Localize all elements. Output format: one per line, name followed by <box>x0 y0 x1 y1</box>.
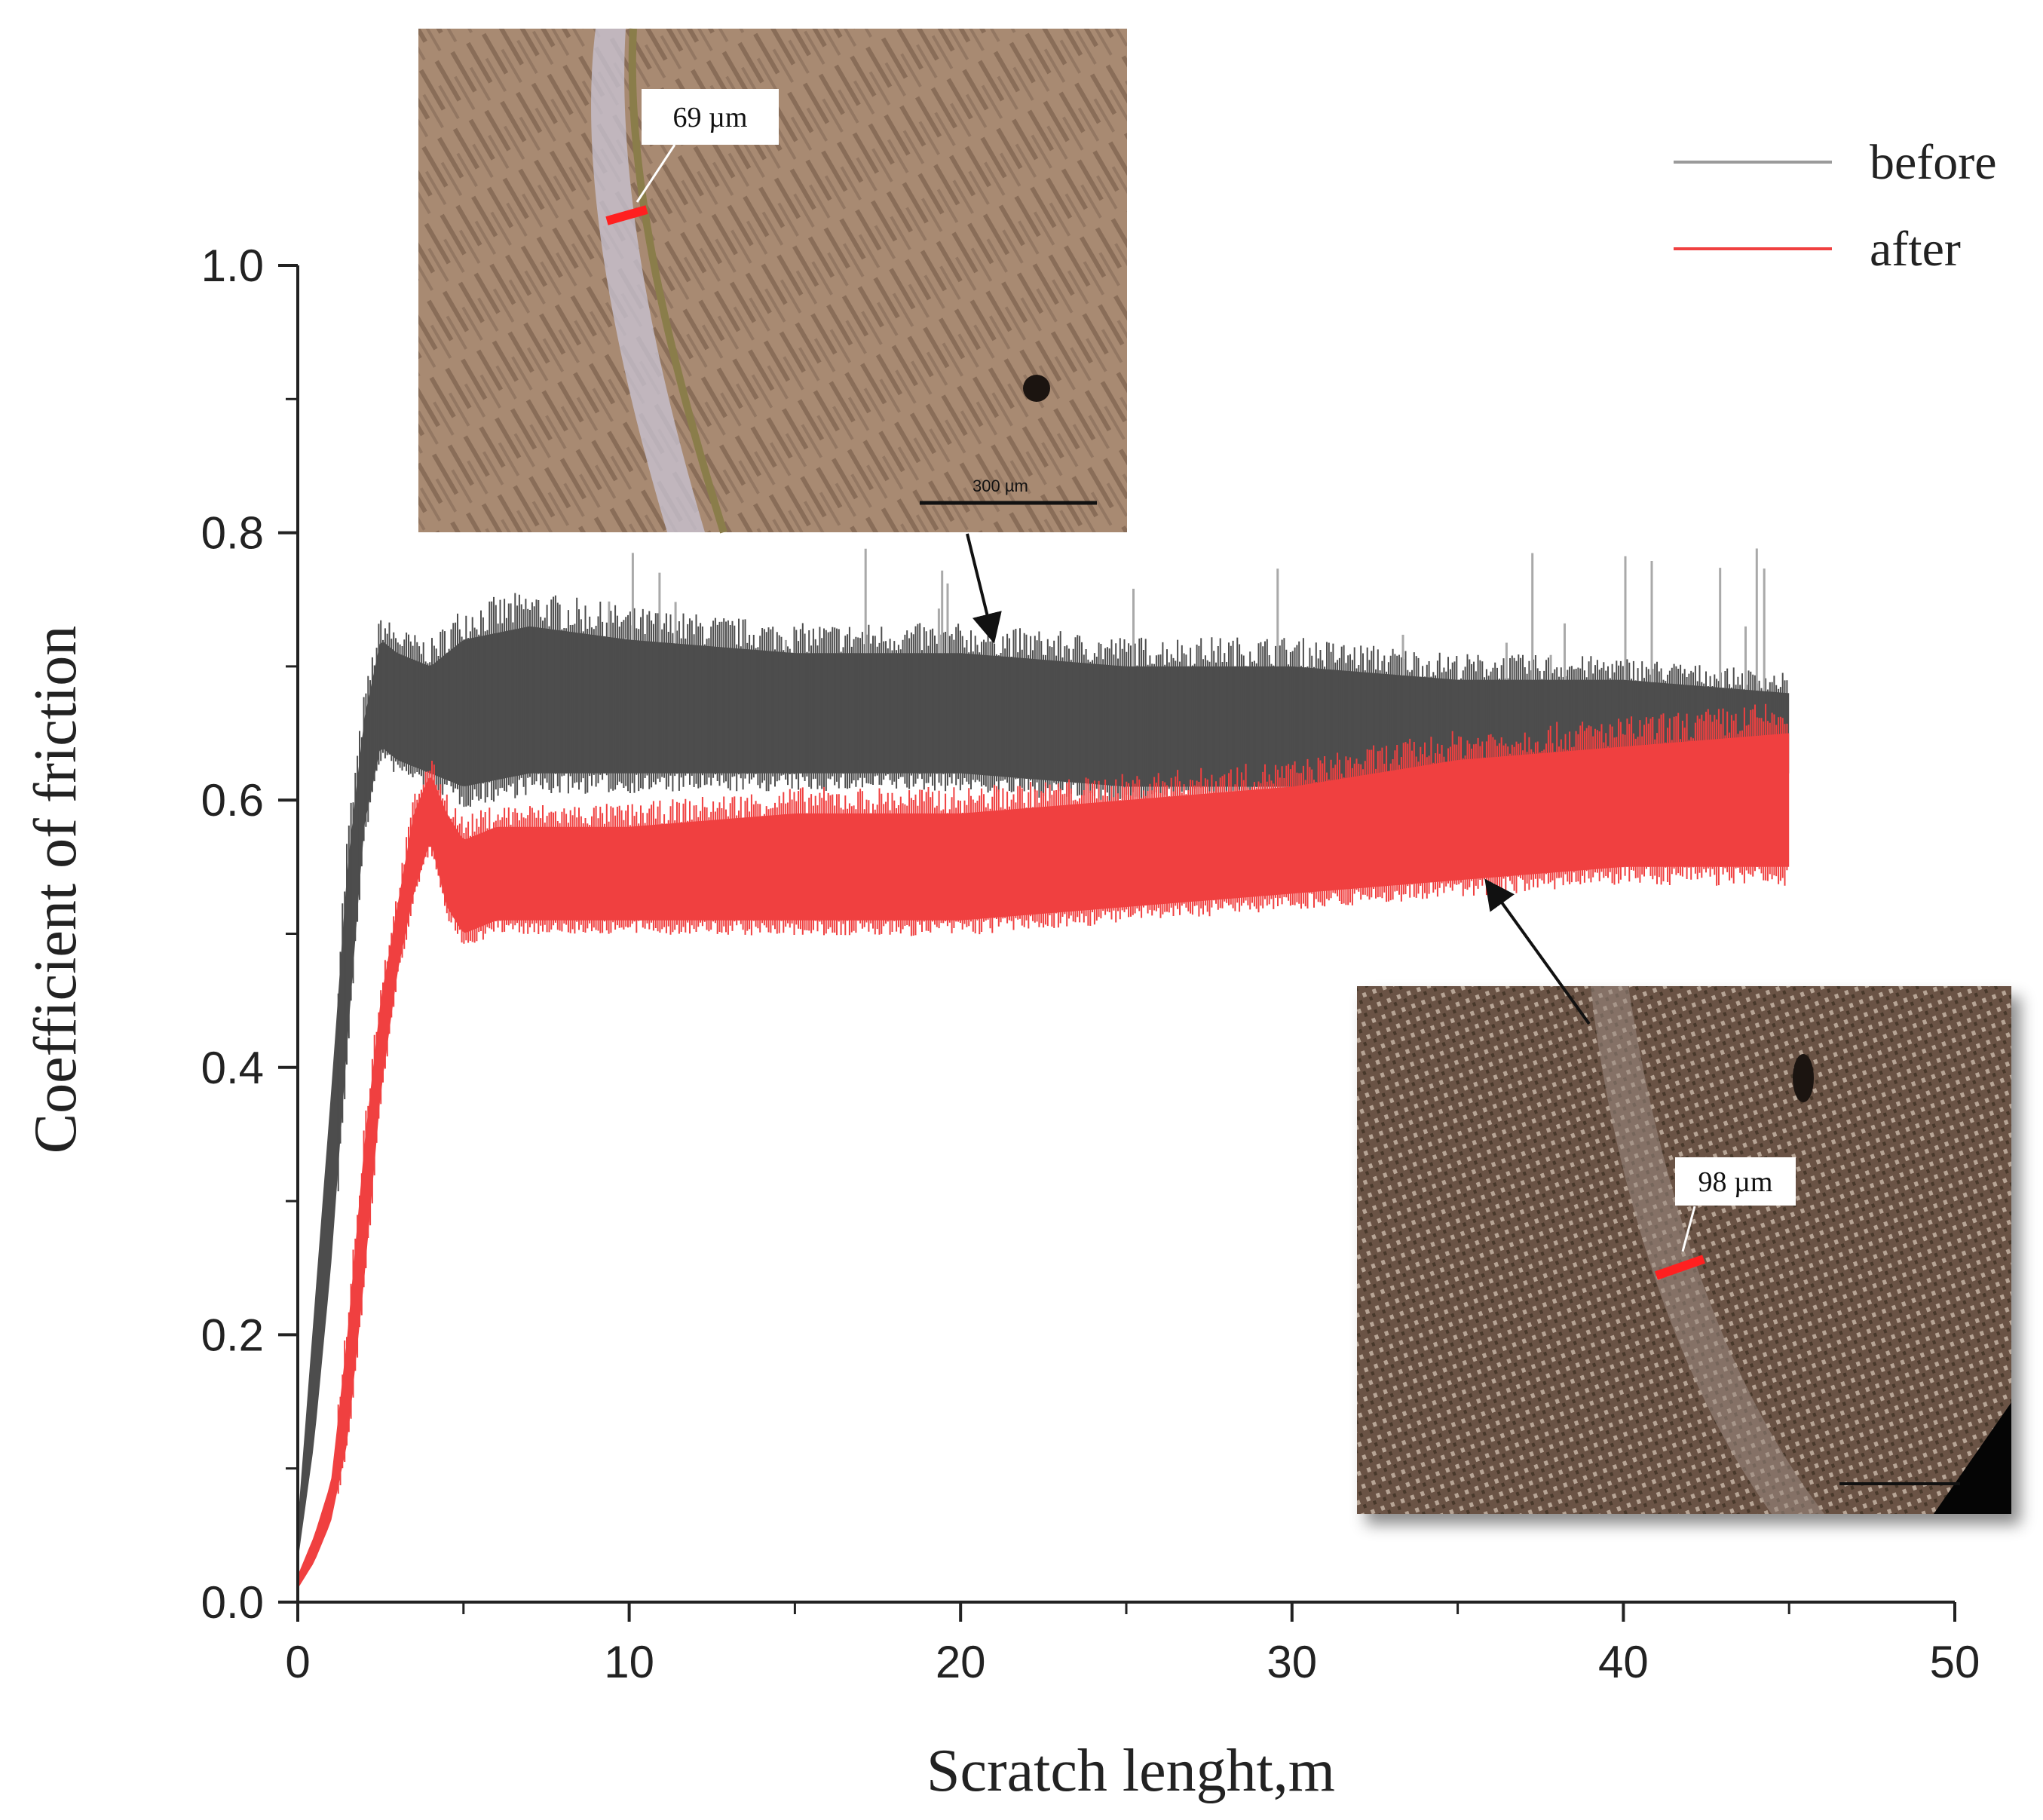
callout-leader-2 <box>1681 1206 1696 1252</box>
legend-label-before: before <box>1870 135 1997 190</box>
y-tick-label: 0.4 <box>201 1043 264 1093</box>
y-tick-label: 0.8 <box>201 508 264 559</box>
x-axis-title: Scratch lenght,m <box>927 1738 1335 1804</box>
callout-label-1: 69 µm <box>673 102 748 133</box>
wear-track-band <box>591 29 705 532</box>
width-marker-1 <box>605 205 648 225</box>
x-tick-label: 40 <box>1598 1637 1649 1687</box>
pore-dark <box>1023 375 1050 402</box>
x-tick-label: 20 <box>936 1637 986 1687</box>
legend: before after <box>1674 135 1997 277</box>
x-tick-label: 10 <box>604 1637 654 1687</box>
micrograph-after: 98 µm <box>1357 986 2011 1514</box>
y-tick-label: 0.6 <box>201 775 264 826</box>
scale-bar-label: 300 µm <box>972 476 1028 495</box>
width-marker-2 <box>1655 1255 1705 1280</box>
y-tick-label: 0.0 <box>201 1577 264 1628</box>
micrograph-before: 300 µm 69 µm <box>418 28 1127 534</box>
x-tick-label: 30 <box>1267 1637 1317 1687</box>
series-before-noise <box>337 593 1788 1192</box>
series-before-spikes <box>608 548 1766 691</box>
pointer-arrow-1 <box>966 533 1002 644</box>
series-after <box>298 703 1790 1589</box>
y-axis-title: Coefficient of friction <box>23 626 89 1154</box>
y-tick-label: 0.2 <box>201 1310 264 1360</box>
x-tick-label: 0 <box>285 1637 310 1687</box>
wear-track-band-2 <box>1591 986 1824 1514</box>
series-after-noise <box>337 703 1788 1494</box>
wear-track-edge <box>628 28 727 534</box>
callout-box-2 <box>1675 1157 1796 1206</box>
y-tick-label: 1.0 <box>201 241 264 291</box>
callout-label-2: 98 µm <box>1698 1166 1773 1198</box>
x-tick-label: 50 <box>1930 1637 1980 1687</box>
axes: 0 10 20 30 40 50 0.0 0.2 0.4 0.6 0.8 1.0 <box>201 241 1980 1687</box>
callout-box-1 <box>642 89 779 145</box>
pointer-arrow-2 <box>1484 878 1591 1025</box>
callout-leader-1 <box>636 144 676 203</box>
pore-dark-2 <box>1793 1054 1814 1102</box>
legend-label-after: after <box>1870 222 1961 277</box>
series-layer <box>298 548 1790 1589</box>
series-before <box>298 548 1790 1562</box>
edge-dark-corner <box>1934 1402 2011 1514</box>
